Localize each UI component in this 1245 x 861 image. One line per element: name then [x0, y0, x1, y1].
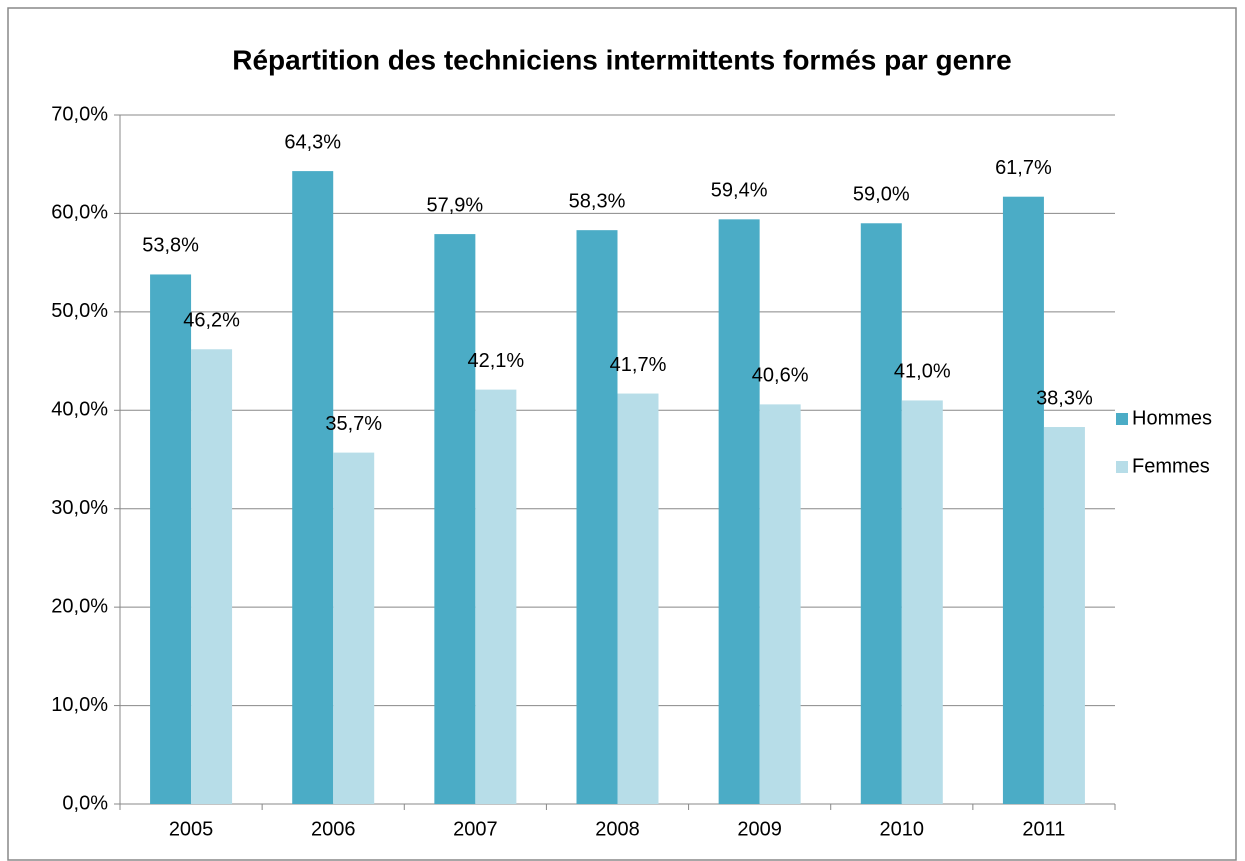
legend-label: Hommes — [1132, 407, 1212, 429]
value-label: 46,2% — [183, 310, 240, 332]
y-tick-label: 60,0% — [51, 202, 108, 224]
legend-label: Femmes — [1132, 455, 1210, 477]
bar — [292, 171, 334, 805]
x-tick-label: 2011 — [1022, 818, 1065, 840]
bar — [576, 230, 618, 804]
bar — [1043, 427, 1085, 804]
bar — [333, 452, 375, 804]
bar — [150, 274, 192, 804]
value-label: 41,0% — [894, 361, 951, 383]
value-label: 59,0% — [853, 184, 910, 206]
bar — [617, 393, 659, 804]
value-label: 59,4% — [711, 180, 768, 202]
y-tick-label: 0,0% — [62, 792, 108, 814]
y-tick-label: 50,0% — [51, 300, 108, 322]
value-label: 64,3% — [284, 131, 341, 153]
bar — [1002, 196, 1044, 805]
value-label: 58,3% — [569, 190, 626, 212]
value-label: 35,7% — [325, 413, 382, 435]
chart-title: Répartition des techniciens intermittent… — [232, 44, 1012, 75]
y-tick-label: 40,0% — [51, 399, 108, 421]
bar — [718, 219, 760, 804]
value-label: 41,7% — [610, 354, 667, 376]
x-tick-label: 2009 — [737, 818, 782, 840]
bar — [901, 400, 943, 804]
legend-swatch — [1116, 461, 1128, 473]
y-tick-label: 30,0% — [51, 497, 108, 519]
value-label: 53,8% — [142, 235, 199, 257]
y-tick-label: 10,0% — [51, 694, 108, 716]
x-tick-label: 2008 — [595, 818, 640, 840]
value-label: 38,3% — [1036, 387, 1093, 409]
value-label: 42,1% — [467, 350, 524, 372]
x-tick-label: 2007 — [453, 818, 498, 840]
y-tick-label: 20,0% — [51, 595, 108, 617]
value-label: 61,7% — [995, 157, 1052, 179]
value-label: 57,9% — [426, 194, 483, 216]
bar — [475, 389, 517, 804]
x-tick-label: 2010 — [880, 818, 925, 840]
bar — [434, 234, 476, 804]
value-label: 40,6% — [752, 365, 809, 387]
bar — [860, 223, 902, 804]
bar — [759, 404, 801, 804]
bar — [191, 349, 233, 804]
x-tick-label: 2006 — [311, 818, 356, 840]
legend-swatch — [1116, 413, 1128, 425]
y-tick-label: 70,0% — [51, 103, 108, 125]
x-tick-label: 2005 — [169, 818, 214, 840]
